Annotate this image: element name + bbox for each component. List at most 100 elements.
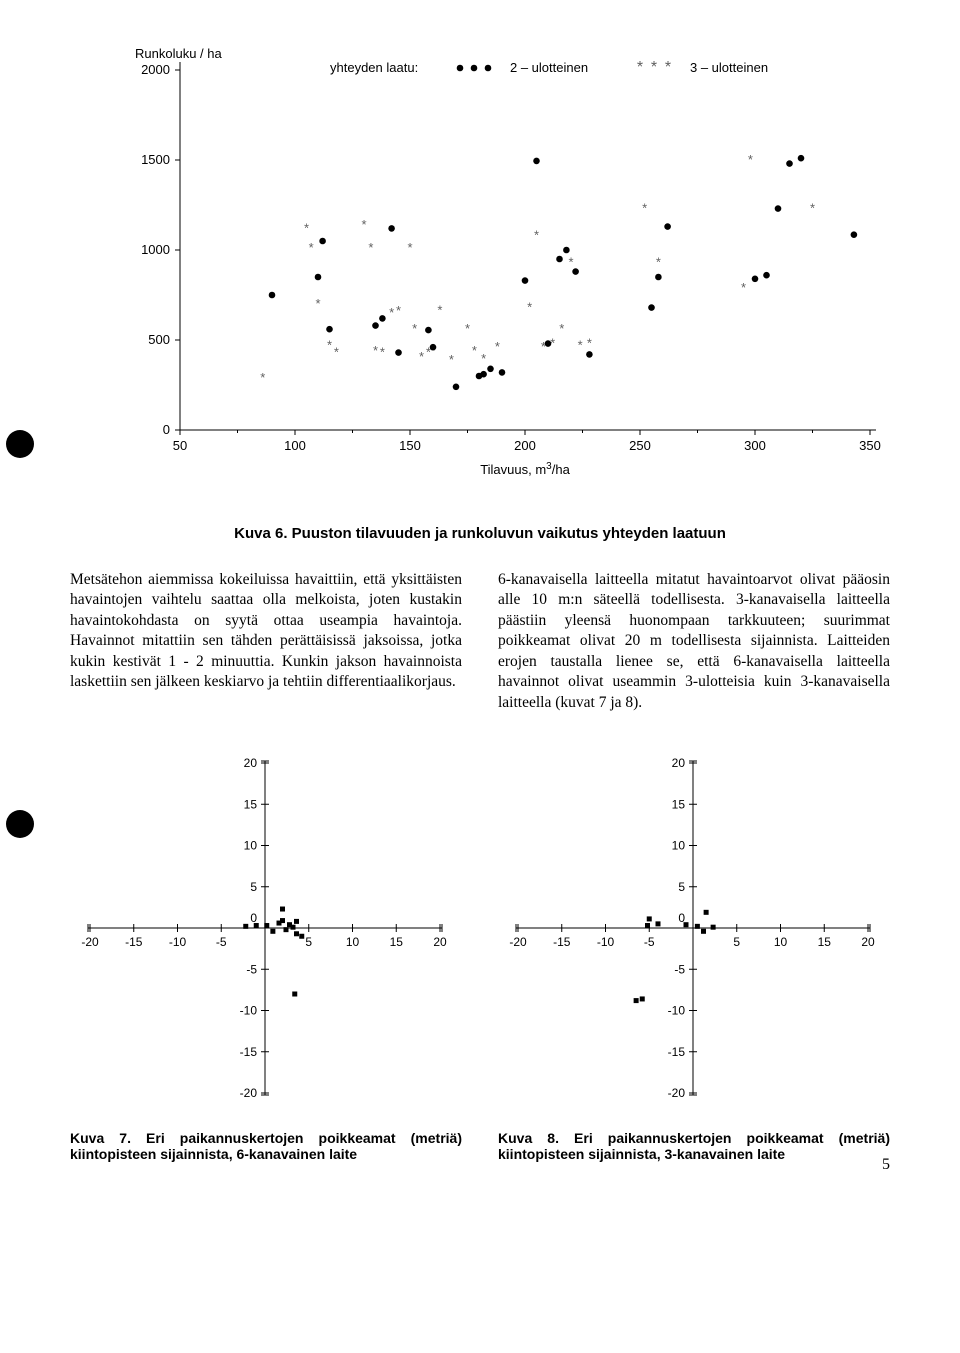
svg-text:50: 50 <box>173 438 187 453</box>
svg-text:*: * <box>396 303 401 318</box>
page-number: 5 <box>882 1156 890 1174</box>
svg-text:*: * <box>642 201 647 216</box>
svg-text:Tilavuus, m3/ha: Tilavuus, m3/ha <box>480 461 570 478</box>
small-figures-row: -20 -20 -15 -15 -10 -10 -5 -5 5 5 10 10 15 15 20 20 0 Ku… <box>70 743 890 1162</box>
svg-text:1000: 1000 <box>141 242 170 257</box>
figure-8: -20-20-15-15-10-10-5-5551010151520200 Ku… <box>498 743 890 1162</box>
svg-text:-20: -20 <box>81 935 99 949</box>
svg-text:-15: -15 <box>668 1045 686 1059</box>
svg-text:-15: -15 <box>125 935 143 949</box>
svg-text:5: 5 <box>250 880 257 894</box>
svg-text:0: 0 <box>250 911 257 925</box>
svg-text:5: 5 <box>678 880 685 894</box>
svg-text:*: * <box>437 302 442 317</box>
svg-text:*: * <box>748 152 753 167</box>
svg-text:*: * <box>534 228 539 243</box>
figure-8-chart: -20-20-15-15-10-10-5-5551010151520200 <box>498 743 888 1113</box>
svg-text:15: 15 <box>672 797 686 811</box>
svg-text:2 – ulotteinen: 2 – ulotteinen <box>510 60 588 75</box>
svg-text:100: 100 <box>284 438 306 453</box>
svg-text:*: * <box>407 240 412 255</box>
page-punch-hole <box>6 810 34 838</box>
svg-text:*: * <box>260 370 265 385</box>
svg-text:-10: -10 <box>668 1004 686 1018</box>
page-punch-hole <box>6 430 34 458</box>
svg-text:*: * <box>465 321 470 336</box>
svg-text:*: * <box>495 339 500 354</box>
svg-text:*: * <box>380 345 385 360</box>
svg-text:-5: -5 <box>644 935 655 949</box>
svg-text:200: 200 <box>514 438 536 453</box>
svg-text:-5: -5 <box>674 962 685 976</box>
figure-7: -20 -20 -15 -15 -10 -10 -5 -5 5 5 10 10 15 15 20 20 0 Ku… <box>70 743 462 1162</box>
svg-text:300: 300 <box>744 438 766 453</box>
svg-text:15: 15 <box>390 935 404 949</box>
figure-6-chart: 0 500 1000 1500 2000 50 100 150 200 250 300 350 Runk… <box>70 40 890 510</box>
svg-text:*: * <box>327 337 332 352</box>
svg-text:20: 20 <box>433 935 447 949</box>
svg-text:-5: -5 <box>246 962 257 976</box>
figure-7-caption: Kuva 7. Eri paikannuskertojen poikkeamat… <box>70 1130 462 1162</box>
svg-text:*: * <box>637 59 643 76</box>
svg-text:*: * <box>568 255 573 270</box>
svg-text:*: * <box>559 321 564 336</box>
svg-text:yhteyden laatu:: yhteyden laatu: <box>330 60 418 75</box>
svg-text:*: * <box>334 345 339 360</box>
figure-7-chart: -20 -20 -15 -15 -10 -10 -5 -5 5 5 10 10 15 15 20 20 0 <box>70 743 460 1113</box>
svg-text:*: * <box>587 336 592 351</box>
svg-text:*: * <box>578 337 583 352</box>
svg-text:-5: -5 <box>216 935 227 949</box>
body-text-columns: Metsätehon aiemmissa kokeiluissa havaitt… <box>70 570 890 713</box>
svg-text:*: * <box>304 220 309 235</box>
body-text-left: Metsätehon aiemmissa kokeiluissa havaitt… <box>70 570 462 713</box>
svg-text:15: 15 <box>244 797 258 811</box>
figure-8-caption: Kuva 8. Eri paikannuskertojen poikkeamat… <box>498 1130 890 1162</box>
svg-text:3 – ulotteinen: 3 – ulotteinen <box>690 60 768 75</box>
svg-text:250: 250 <box>629 438 651 453</box>
svg-text:Runkoluku / ha: Runkoluku / ha <box>135 46 222 61</box>
svg-text:15: 15 <box>818 935 832 949</box>
figure-6-caption: Kuva 6. Puuston tilavuuden ja runkoluvun… <box>70 525 890 542</box>
svg-text:*: * <box>481 351 486 366</box>
svg-text:*: * <box>527 300 532 315</box>
body-text-right: 6-kanavaisella laitteella mitatut havain… <box>498 570 890 713</box>
svg-text:10: 10 <box>672 839 686 853</box>
svg-text:10: 10 <box>346 935 360 949</box>
svg-text:*: * <box>656 255 661 270</box>
svg-text:350: 350 <box>859 438 881 453</box>
svg-text:0: 0 <box>163 422 170 437</box>
svg-text:-15: -15 <box>240 1045 258 1059</box>
page-content: 050010001500200050100150200250300350Runk… <box>70 40 890 1162</box>
svg-text:20: 20 <box>861 935 875 949</box>
svg-text:*: * <box>373 343 378 358</box>
svg-text:20: 20 <box>244 756 258 770</box>
svg-text:1500: 1500 <box>141 152 170 167</box>
svg-text:-10: -10 <box>169 935 187 949</box>
svg-text:20: 20 <box>672 756 686 770</box>
svg-text:-20: -20 <box>668 1086 686 1100</box>
svg-text:2000: 2000 <box>141 62 170 77</box>
svg-text:10: 10 <box>774 935 788 949</box>
svg-text:500: 500 <box>148 332 170 347</box>
svg-text:-20: -20 <box>240 1086 258 1100</box>
svg-text:*: * <box>665 59 671 76</box>
svg-text:*: * <box>651 59 657 76</box>
svg-text:*: * <box>315 296 320 311</box>
svg-text:-10: -10 <box>240 1004 258 1018</box>
svg-text:-15: -15 <box>553 935 571 949</box>
svg-text:*: * <box>472 343 477 358</box>
svg-text:10: 10 <box>244 839 258 853</box>
svg-text:*: * <box>389 305 394 320</box>
svg-text:*: * <box>419 349 424 364</box>
figure-6: 0 500 1000 1500 2000 50 100 150 200 250 300 350 Runk… <box>70 40 890 542</box>
svg-text:*: * <box>368 240 373 255</box>
svg-text:*: * <box>361 217 366 232</box>
svg-text:*: * <box>541 339 546 354</box>
svg-text:5: 5 <box>733 935 740 949</box>
svg-text:*: * <box>810 201 815 216</box>
svg-text:150: 150 <box>399 438 421 453</box>
svg-text:*: * <box>449 352 454 367</box>
svg-text:*: * <box>412 321 417 336</box>
svg-text:*: * <box>309 240 314 255</box>
svg-text:5: 5 <box>305 935 312 949</box>
